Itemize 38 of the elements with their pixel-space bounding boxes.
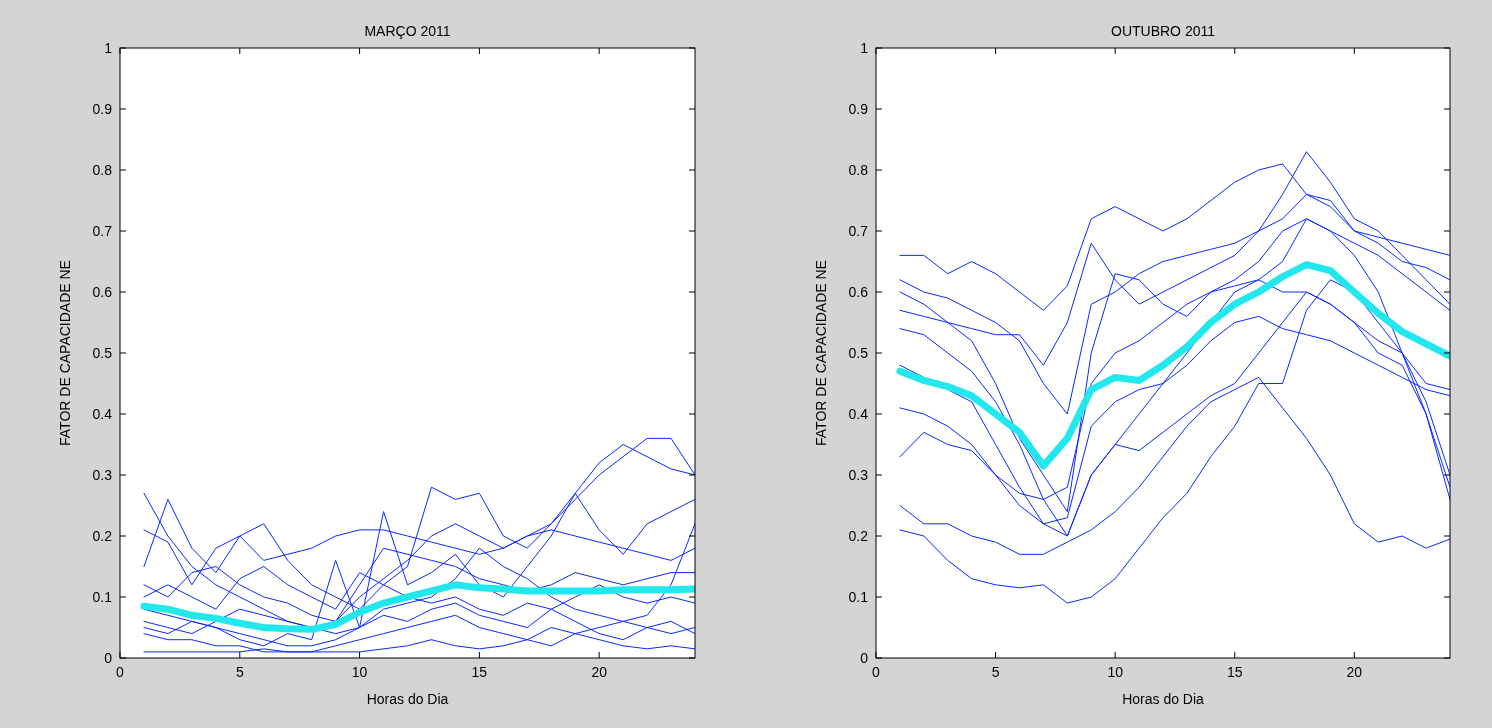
y-axis-title: FATOR DE CAPACIDADE NE [57, 260, 73, 446]
chart-title: MARÇO 2011 [364, 23, 451, 39]
y-tick-label: 0 [860, 650, 869, 666]
x-tick-label: 10 [1107, 664, 1124, 680]
y-tick-label: 0.7 [92, 223, 113, 239]
y-tick-label: 0.2 [92, 528, 113, 544]
y-tick-label: 0.5 [848, 345, 869, 361]
y-axis-title: FATOR DE CAPACIDADE NE [813, 260, 829, 446]
y-tick-label: 0.3 [92, 467, 113, 483]
y-tick-label: 0.9 [848, 101, 869, 117]
y-tick-label: 0.2 [848, 528, 869, 544]
y-tick-label: 0.7 [848, 223, 869, 239]
y-tick-label: 0.6 [92, 284, 113, 300]
y-tick-label: 1 [860, 40, 869, 56]
x-tick-label: 15 [1226, 664, 1243, 680]
y-tick-label: 0.8 [92, 162, 113, 178]
y-tick-label: 0.6 [848, 284, 869, 300]
y-tick-label: 0.1 [92, 589, 113, 605]
x-tick-label: 5 [991, 664, 1000, 680]
x-tick-label: 10 [351, 664, 368, 680]
y-tick-label: 0.8 [848, 162, 869, 178]
x-tick-label: 0 [872, 664, 881, 680]
x-axis-title: Horas do Dia [366, 691, 449, 707]
y-tick-label: 0 [104, 650, 113, 666]
x-tick-label: 0 [116, 664, 125, 680]
y-tick-label: 1 [104, 40, 113, 56]
x-tick-label: 20 [591, 664, 608, 680]
x-axis-title: Horas do Dia [1122, 691, 1205, 707]
chart-title: OUTUBRO 2011 [1111, 23, 1216, 39]
y-tick-label: 0.5 [92, 345, 113, 361]
x-tick-label: 15 [471, 664, 488, 680]
y-tick-label: 0.4 [848, 406, 869, 422]
x-tick-label: 20 [1346, 664, 1363, 680]
y-tick-label: 0.3 [848, 467, 869, 483]
x-tick-label: 5 [235, 664, 244, 680]
y-tick-label: 0.1 [848, 589, 869, 605]
y-tick-label: 0.4 [92, 406, 113, 422]
y-tick-label: 0.9 [92, 101, 113, 117]
